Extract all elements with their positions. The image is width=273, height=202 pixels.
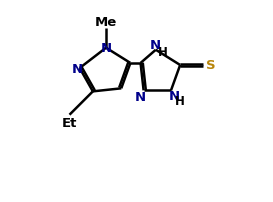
Text: Me: Me xyxy=(95,16,117,29)
Text: Et: Et xyxy=(62,116,77,129)
Text: H: H xyxy=(158,46,168,59)
Text: S: S xyxy=(206,59,216,72)
Text: N: N xyxy=(72,62,83,75)
Text: N: N xyxy=(100,42,112,55)
Text: H: H xyxy=(175,95,185,107)
Text: N: N xyxy=(135,90,146,103)
Text: N: N xyxy=(150,39,161,52)
Text: N: N xyxy=(168,89,180,102)
